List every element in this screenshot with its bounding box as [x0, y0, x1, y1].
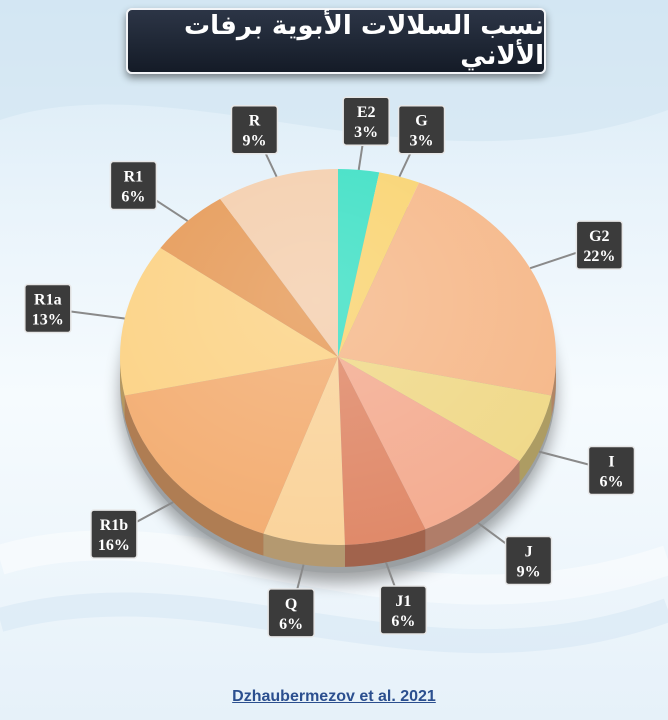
label-box-g	[397, 104, 446, 155]
label-value-r1b: 16%	[98, 537, 130, 554]
label-value-r: 9%	[242, 133, 266, 150]
label-box-i	[587, 445, 636, 496]
pie-side-j1	[344, 529, 426, 567]
label-name-g: G	[415, 113, 428, 130]
label-box-r1	[109, 160, 158, 211]
label-name-r: R	[249, 113, 261, 130]
label-name-r1b: R1b	[100, 517, 129, 534]
label-value-j1: 6%	[391, 613, 415, 630]
pie-side-j	[425, 461, 520, 552]
label-box-j	[504, 535, 553, 586]
label-value-g2: 22%	[583, 248, 615, 265]
label-name-r1a: R1a	[34, 291, 62, 308]
label-value-i: 6%	[599, 474, 623, 491]
pie-side-q	[263, 533, 345, 567]
label-box-r1a	[24, 283, 72, 334]
label-box-e2	[342, 96, 390, 146]
source-link[interactable]: Dzhaubermezov et al. 2021	[232, 688, 436, 705]
label-name-r1: R1	[124, 169, 144, 186]
label-name-j: J	[525, 543, 533, 560]
data-labels: E2 3% G 3% G2 22% I 6% J 9% J1 6% Q 6% R1b 16% R1a 13% R1 6…	[24, 96, 636, 638]
label-value-j: 9%	[517, 563, 541, 580]
label-box-r1b	[90, 509, 138, 559]
label-box-r	[230, 104, 279, 155]
pie-side-g2	[551, 357, 556, 418]
pie-side-r1b	[124, 395, 264, 556]
pie-side-r1a	[120, 357, 125, 418]
pie-gloss	[120, 169, 556, 545]
label-name-e2: E2	[357, 104, 376, 121]
pie-side-i	[519, 395, 552, 484]
label-value-q: 6%	[279, 616, 303, 633]
label-box-j1	[379, 585, 428, 635]
label-value-e2: 3%	[354, 124, 378, 141]
label-box-g2	[575, 220, 624, 270]
label-value-r1: 6%	[121, 189, 145, 206]
label-name-q: Q	[285, 596, 297, 613]
label-name-j1: J1	[395, 593, 411, 610]
label-value-r1a: 13%	[32, 311, 64, 328]
label-box-q	[267, 588, 315, 638]
pie-side-walls	[120, 357, 556, 567]
label-name-i: I	[608, 454, 614, 471]
label-name-g2: G2	[589, 228, 609, 245]
label-value-g: 3%	[410, 133, 434, 150]
chart-title: نسب السلالات الأبوية برفات الألاني	[126, 8, 546, 74]
